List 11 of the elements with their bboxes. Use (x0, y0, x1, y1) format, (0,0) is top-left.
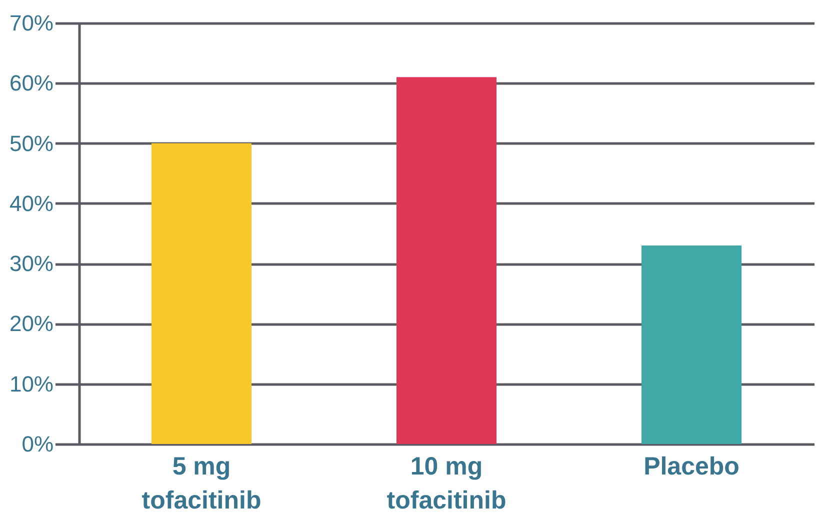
y-tick-label: 60% (9, 70, 54, 96)
x-tick-label: Placebo (644, 452, 740, 480)
y-tick-label: 40% (9, 190, 54, 216)
y-tick-label: 10% (9, 371, 54, 396)
y-tick-label: 0% (22, 432, 54, 456)
x-tick-label: 10 mg tofacitinib (386, 452, 506, 514)
y-tick-label: 50% (9, 130, 54, 156)
y-tick-label: 30% (9, 251, 54, 276)
y-tick-label: 20% (9, 311, 54, 336)
y-tick-label: 70% (9, 10, 54, 36)
x-tick-label: 5 mg tofacitinib (142, 452, 262, 514)
